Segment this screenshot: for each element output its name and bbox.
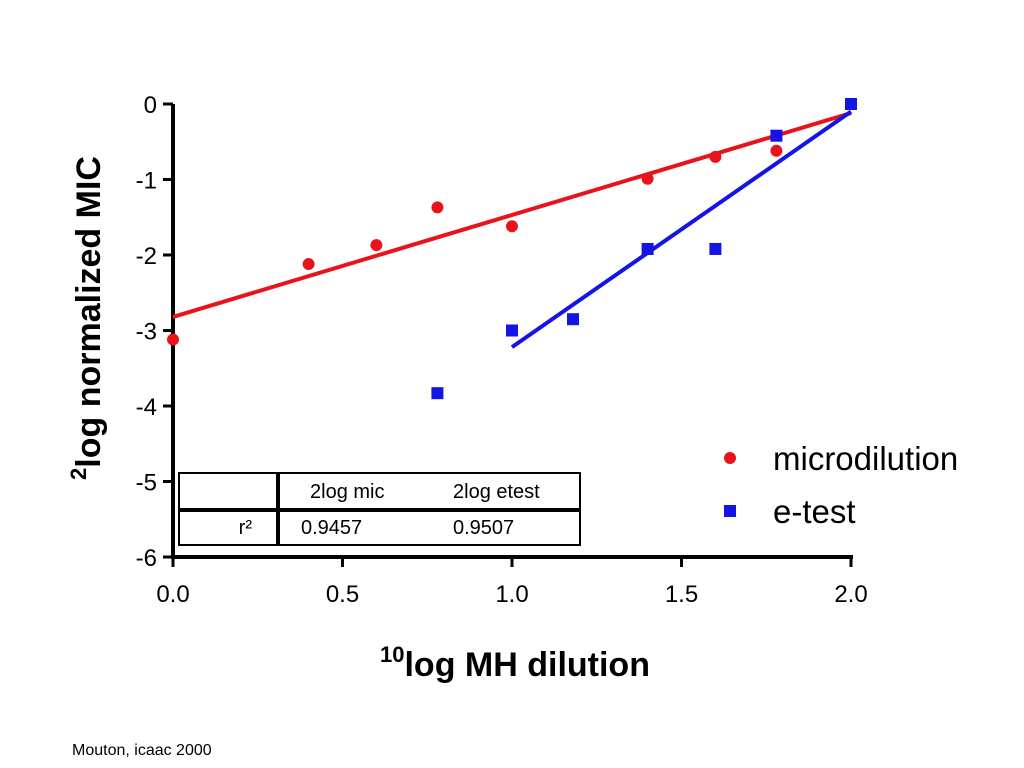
stats-table-cell: 0.9507 [453, 517, 514, 539]
data-point-e-test [845, 98, 857, 110]
stats-table-cell: r² [239, 517, 253, 539]
data-point-e-test [641, 242, 654, 255]
y-tick-label: -5 [136, 470, 157, 497]
axes: 0.0 0.5 1.0 1.5 2.0 0 -1 -2 -3 -4 -5 -6 [136, 92, 868, 608]
legend: microdilution e-test [724, 440, 958, 530]
data-point-microdilution [167, 333, 179, 346]
x-tick-label: 1.5 [665, 581, 698, 608]
y-tick-label: -3 [136, 319, 157, 346]
source-credit: Mouton, icaac 2000 [72, 742, 212, 759]
y-tick-label: 0 [144, 92, 157, 119]
y-axis-title: 2log normalized MIC [66, 156, 108, 480]
x-tick-label: 0.5 [326, 581, 359, 608]
data-point-microdilution [770, 144, 783, 157]
data-point-microdilution [302, 258, 315, 271]
x-axis-title: 10log MH dilution [380, 642, 650, 684]
legend-marker-microdilution [724, 452, 736, 464]
fit-line-microdilution [172, 111, 852, 319]
fit-line-e-test [510, 109, 853, 349]
x-tick-label: 2.0 [834, 581, 867, 608]
x-axis-title-text: log MH dilution [404, 646, 650, 684]
data-point-microdilution [506, 220, 518, 233]
y-axis-title-text: log normalized MIC [70, 156, 108, 468]
data-point-e-test [709, 242, 722, 255]
data-point-microdilution [431, 201, 444, 214]
stats-table-header-cell: 2log etest [453, 481, 540, 503]
y-tick-label: -2 [136, 243, 157, 270]
stats-table-cell: 0.9457 [301, 517, 362, 539]
data-point-e-test [506, 324, 518, 337]
data-point-e-test [431, 387, 444, 400]
stats-table-header-cell: 2log mic [310, 481, 384, 503]
y-tick-label: -1 [136, 168, 157, 195]
data-point-e-test [770, 129, 783, 142]
y-tick-label: -4 [136, 394, 157, 421]
x-tick-label: 0.0 [156, 581, 189, 608]
data-point-e-test [567, 313, 580, 326]
y-tick-label: -6 [136, 545, 157, 572]
stats-table: 2log mic 2log etest r² 0.9457 0.9507 [178, 472, 581, 546]
fit-lines [172, 109, 853, 349]
data-points [167, 98, 857, 400]
data-point-microdilution [370, 239, 383, 252]
y-axis-title-superscript: 2 [66, 468, 91, 480]
x-axis-title-superscript: 10 [380, 642, 404, 667]
data-point-microdilution [641, 172, 654, 185]
data-point-microdilution [709, 150, 722, 163]
legend-marker-e-test [724, 505, 736, 517]
legend-label-e-test: e-test [773, 493, 856, 530]
legend-label-microdilution: microdilution [773, 440, 958, 477]
x-tick-label: 1.0 [495, 581, 528, 608]
